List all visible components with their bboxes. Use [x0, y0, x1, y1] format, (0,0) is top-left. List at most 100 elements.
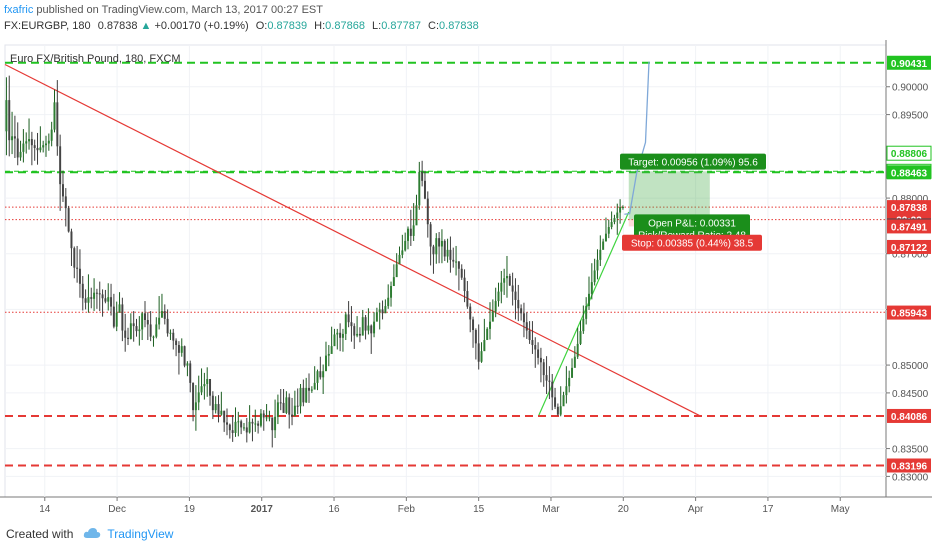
candle-body: [291, 414, 294, 417]
candle-body: [313, 382, 316, 390]
candle-body: [163, 311, 166, 319]
projection-path: [624, 61, 650, 215]
low-key: L:: [372, 20, 382, 32]
close-value: 0.87838: [439, 20, 479, 32]
candle-body: [588, 293, 590, 307]
candle-body: [373, 321, 376, 334]
candle-body: [438, 238, 441, 247]
candle-body: [39, 147, 42, 151]
candle-body: [556, 406, 559, 415]
candle-body: [517, 299, 520, 309]
high-key: H:: [314, 20, 326, 32]
low-value: 0.87787: [381, 20, 421, 32]
candle-body: [288, 397, 291, 415]
candle-body: [522, 313, 525, 323]
candle-body: [217, 404, 220, 415]
candle-body: [347, 314, 350, 323]
candle-body: [268, 417, 271, 419]
footer: Created with TradingView: [6, 522, 173, 546]
candle-body: [78, 268, 81, 284]
horizontal-levels: [5, 61, 886, 467]
candle-body: [64, 196, 67, 209]
candle-body: [124, 330, 127, 338]
candle-body: [76, 267, 79, 269]
candle-body: [257, 423, 260, 426]
pnl-label-text: Open P&L: 0.00331: [648, 218, 736, 229]
candle-body: [551, 381, 554, 398]
candle-body: [440, 240, 443, 247]
candle-body: [548, 380, 551, 382]
candle-body: [259, 413, 262, 426]
price-label-text: 0.85943: [891, 309, 928, 320]
candle-body: [234, 421, 237, 433]
candle-body: [197, 392, 200, 403]
candle-body: [118, 304, 121, 313]
candle-body: [395, 264, 398, 278]
stop-label: [622, 234, 762, 251]
candle-body: [545, 375, 548, 381]
candle-body: [582, 318, 585, 332]
candle-body: [474, 330, 477, 344]
price-label-text: 0.87122: [891, 243, 928, 254]
time-tick-label: Apr: [688, 504, 704, 515]
candle-body: [571, 367, 574, 378]
candle-body: [452, 259, 455, 262]
candle-body: [613, 218, 616, 223]
candle-body: [469, 306, 472, 320]
time-tick-label: 19: [184, 504, 196, 515]
price-label-box: [887, 305, 931, 320]
candle-body: [554, 397, 557, 407]
candle-body: [146, 319, 149, 325]
tradingview-brand[interactable]: TradingView: [107, 527, 174, 541]
price-tick-label: 0.83500: [892, 445, 929, 456]
candle-body: [160, 311, 163, 318]
candle-body: [568, 377, 571, 387]
candle-body: [302, 387, 305, 403]
candle-body: [112, 306, 115, 327]
candle-body: [209, 378, 212, 396]
candle-body: [477, 343, 480, 362]
time-tick-label: Dec: [108, 504, 126, 515]
candle-body: [593, 270, 596, 283]
candle-body: [480, 351, 483, 362]
candle-body: [73, 248, 76, 268]
candle-body: [220, 410, 223, 415]
price-label-box: [887, 239, 931, 254]
candle-body: [421, 171, 424, 181]
candle-body: [36, 147, 39, 151]
stop-label-text: Stop: 0.00385 (0.44%) 38.5: [631, 239, 754, 250]
candle-body: [59, 146, 62, 185]
candle-body: [115, 312, 118, 327]
author-link[interactable]: fxafric: [4, 4, 34, 16]
price-label-box: [887, 55, 931, 70]
candle-body: [607, 227, 610, 234]
price-label-box: [886, 145, 932, 161]
candle-body: [525, 322, 528, 331]
candle-body: [237, 421, 240, 423]
price-tick-label: 0.83000: [892, 472, 929, 483]
candle-body: [248, 421, 251, 433]
price-label-text: 0.88463: [891, 168, 928, 179]
candle-body: [429, 224, 432, 247]
price-chart[interactable]: Target: 0.00956 (1.09%) 95.6 Open P&L: 0.…: [0, 40, 932, 520]
chart-grid: [0, 40, 932, 498]
candle-body: [98, 293, 101, 295]
candle-body: [483, 340, 486, 352]
price-tick-label: 0.88000: [892, 194, 929, 205]
time-axis[interactable]: 14 Dec 19 2017 16 Feb 15 Mar 20 Apr 17 May: [39, 497, 850, 515]
target-label: [620, 153, 766, 170]
candle-body: [412, 225, 415, 236]
price-label-text: 0.87491: [891, 222, 928, 233]
candle-body: [45, 143, 47, 146]
candle-body: [61, 184, 64, 197]
candle-body: [401, 250, 404, 255]
price-axis[interactable]: 0.900000.895000.880000.870000.860000.850…: [886, 55, 932, 484]
candle-body: [274, 416, 277, 431]
candle-body: [381, 309, 384, 314]
candle-body: [356, 333, 359, 336]
candle-body: [562, 395, 565, 407]
price-label-box: [887, 408, 931, 423]
candle-body: [324, 355, 327, 372]
candle-body: [466, 291, 469, 307]
time-tick-label: 20: [618, 504, 630, 515]
